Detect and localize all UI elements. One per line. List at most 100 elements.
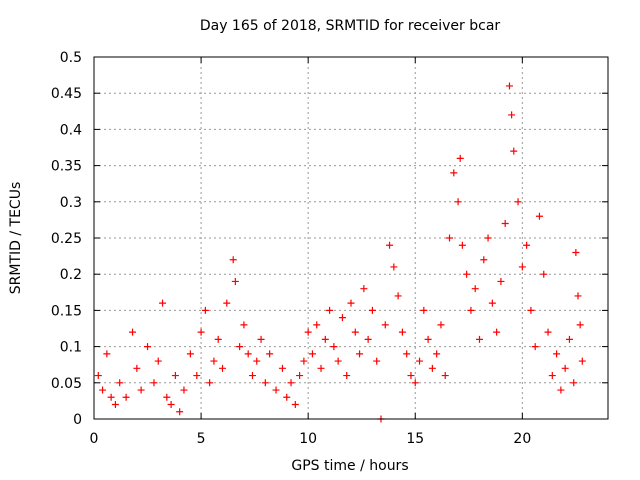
data-point xyxy=(214,335,222,343)
data-point xyxy=(137,386,145,394)
x-tick-label: 10 xyxy=(299,431,317,447)
y-tick-label: 0 xyxy=(73,412,82,428)
data-point xyxy=(570,379,578,387)
data-point xyxy=(433,350,441,358)
data-point xyxy=(368,306,376,314)
data-point xyxy=(548,372,556,380)
data-point xyxy=(463,270,471,278)
grid-lines xyxy=(94,57,608,419)
data-point xyxy=(94,372,102,380)
data-point xyxy=(133,364,141,372)
data-point xyxy=(111,401,119,409)
data-point xyxy=(416,357,424,365)
data-point xyxy=(326,306,334,314)
x-tick-label: 20 xyxy=(513,431,531,447)
data-point xyxy=(283,393,291,401)
data-point xyxy=(390,263,398,271)
data-point xyxy=(223,299,231,307)
data-point xyxy=(343,372,351,380)
data-point xyxy=(99,386,107,394)
data-point xyxy=(287,379,295,387)
data-point xyxy=(330,343,338,351)
data-point xyxy=(420,306,428,314)
data-point xyxy=(356,350,364,358)
data-point xyxy=(531,343,539,351)
y-tick-label: 0.25 xyxy=(51,231,82,247)
data-point xyxy=(394,292,402,300)
data-point xyxy=(180,386,188,394)
data-point xyxy=(236,343,244,351)
x-tick-label: 15 xyxy=(406,431,424,447)
data-point xyxy=(116,379,124,387)
data-point xyxy=(471,285,479,293)
data-point xyxy=(278,364,286,372)
data-point xyxy=(403,350,411,358)
y-tick-label: 0.3 xyxy=(60,195,82,211)
y-tick-label: 0.45 xyxy=(51,86,82,102)
y-axis-label: SRMTID / TECUs xyxy=(8,182,24,295)
data-point xyxy=(308,350,316,358)
data-point xyxy=(266,350,274,358)
data-point xyxy=(535,212,543,220)
data-point xyxy=(497,277,505,285)
data-points xyxy=(94,82,586,423)
data-point xyxy=(206,379,214,387)
data-point xyxy=(386,241,394,249)
data-point xyxy=(150,379,158,387)
data-point xyxy=(508,111,516,119)
y-tick-label: 0.4 xyxy=(60,122,82,138)
data-point xyxy=(338,314,346,322)
data-point xyxy=(493,328,501,336)
data-point xyxy=(467,306,475,314)
data-point xyxy=(122,393,130,401)
data-point xyxy=(574,292,582,300)
data-point xyxy=(167,401,175,409)
data-point xyxy=(450,169,458,177)
y-tick-label: 0.05 xyxy=(51,376,82,392)
data-point xyxy=(229,256,237,264)
data-point xyxy=(244,350,252,358)
data-point xyxy=(364,335,372,343)
data-point xyxy=(446,234,454,242)
x-tick-label: 5 xyxy=(197,431,206,447)
data-point xyxy=(261,379,269,387)
data-point xyxy=(201,306,209,314)
data-point xyxy=(565,335,573,343)
data-point xyxy=(544,328,552,336)
data-point xyxy=(296,372,304,380)
data-point xyxy=(514,198,522,206)
data-point xyxy=(304,328,312,336)
data-point xyxy=(313,321,321,329)
data-point xyxy=(219,364,226,372)
data-point xyxy=(398,328,406,336)
y-tick-label: 0.2 xyxy=(60,267,82,283)
data-point xyxy=(561,364,569,372)
axes: 0 5 10 15 20 0 0.05 0.1 0.15 0.2 0.25 0.3 0.35 0.4 0.4… xyxy=(51,50,608,447)
data-point xyxy=(458,241,466,249)
data-point xyxy=(129,328,137,336)
chart-title: Day 165 of 2018, SRMTID for receiver bca… xyxy=(200,18,501,34)
data-point xyxy=(171,372,179,380)
data-point xyxy=(317,364,325,372)
data-point xyxy=(144,343,152,351)
data-point xyxy=(334,357,342,365)
data-point xyxy=(510,147,518,155)
data-point xyxy=(197,328,205,336)
data-point xyxy=(540,270,548,278)
data-point xyxy=(240,321,248,329)
data-point xyxy=(210,357,218,365)
data-point xyxy=(484,234,492,242)
data-point xyxy=(321,335,329,343)
data-point xyxy=(103,350,111,358)
data-point xyxy=(505,82,513,90)
data-point xyxy=(373,357,381,365)
data-point xyxy=(253,357,261,365)
data-point xyxy=(441,372,449,380)
y-tick-label: 0.5 xyxy=(60,50,82,66)
data-point xyxy=(360,285,368,293)
data-point xyxy=(300,357,308,365)
data-point xyxy=(176,408,184,416)
data-point xyxy=(272,386,280,394)
data-point xyxy=(107,393,115,401)
